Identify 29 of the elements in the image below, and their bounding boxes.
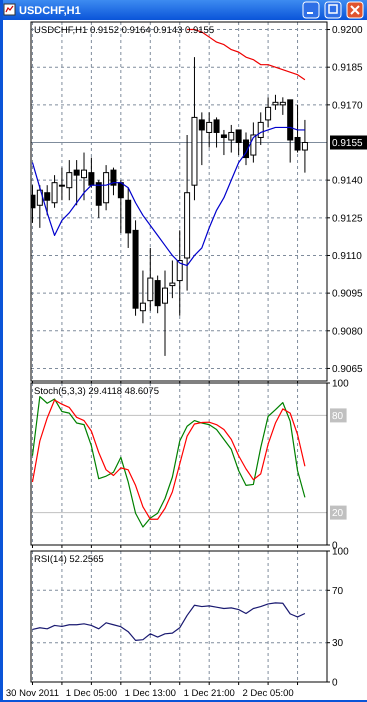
y-tick-label: 0.9170 (332, 100, 364, 112)
y-tick-label: 0 (332, 678, 338, 688)
y-tick-label: 0.9095 (332, 288, 364, 300)
y-tick-label: 100 (332, 378, 350, 390)
candlestick (176, 230, 183, 316)
chart-title: USDCHF,H1 (19, 5, 81, 17)
y-tick-label: 0.9185 (332, 62, 364, 74)
candlestick (265, 96, 272, 128)
x-tick-label: 30 Nov 2011 (6, 688, 60, 699)
ref-line-label: 0.9155 (332, 138, 364, 150)
chart-title: Stoch(5,3,3) 29.4118 48.6075 (34, 386, 160, 397)
x-tick-label: 1 Dec 05:00 (66, 688, 117, 699)
y-tick-label: 100 (332, 546, 350, 558)
x-tick-label: 1 Dec 13:00 (124, 688, 176, 699)
candlestick (169, 260, 176, 299)
ref-line-label: 80 (332, 410, 344, 422)
y-tick-label: 0.9125 (332, 213, 364, 224)
chart-title: RSI(14) 52.2565 (34, 554, 104, 565)
x-tick-label: 1 Dec 21:00 (184, 688, 235, 699)
x-tick-label: 2 Dec 05:00 (242, 688, 294, 699)
y-tick-label: 70 (332, 586, 344, 597)
ref-line-label: 20 (332, 508, 344, 520)
y-tick-label: 30 (332, 638, 344, 650)
y-tick-label: 0.9200 (332, 25, 364, 36)
y-tick-label: 0.9140 (332, 176, 364, 187)
y-tick-label: 0.9110 (332, 250, 362, 262)
line-series (32, 602, 306, 641)
y-tick-label: 0.9080 (332, 326, 364, 338)
y-tick-label: 0.9065 (332, 364, 364, 375)
